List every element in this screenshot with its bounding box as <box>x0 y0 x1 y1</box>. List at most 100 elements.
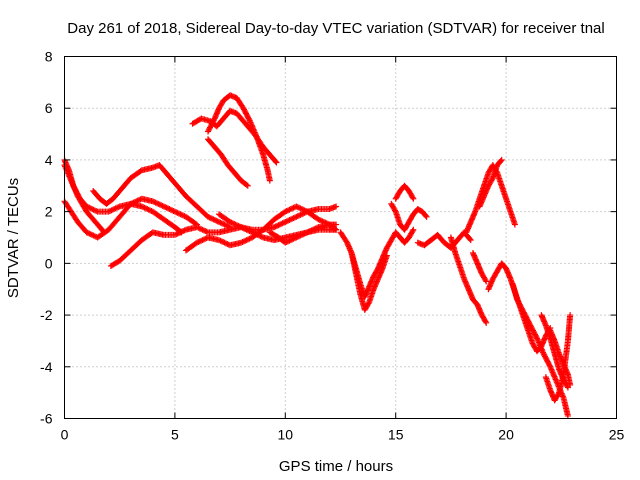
data-point <box>511 221 518 228</box>
data-point <box>333 203 340 210</box>
data-point <box>231 220 238 227</box>
data-point <box>564 383 571 390</box>
data-point <box>151 198 158 205</box>
data-point <box>298 206 305 213</box>
data-point <box>165 205 171 212</box>
data-point <box>100 228 107 235</box>
y-tick-label: 8 <box>45 49 53 65</box>
data-point <box>216 237 223 244</box>
series-arc-13 <box>348 250 390 313</box>
data-point <box>245 227 252 234</box>
data-point <box>297 211 304 218</box>
plot-frame <box>64 56 617 419</box>
series-arc-4 <box>90 162 234 231</box>
data-point <box>283 207 290 214</box>
data-point <box>303 229 309 236</box>
data-point <box>198 237 205 244</box>
data-point <box>272 223 279 230</box>
data-point <box>220 220 227 227</box>
tick-layer: 0 5 10 15 20 25 -6 -4 -2 0 2 4 6 8 <box>40 49 624 443</box>
y-tick-label: -4 <box>40 359 53 375</box>
data-point <box>246 116 253 123</box>
data-point <box>239 239 246 246</box>
data-point <box>280 219 287 226</box>
data-point <box>90 232 97 239</box>
data-point <box>89 231 96 238</box>
data-point <box>271 224 278 231</box>
data-point <box>155 200 162 207</box>
data-point <box>533 334 540 341</box>
data-point <box>105 208 112 215</box>
data-point <box>221 221 228 228</box>
data-point <box>282 208 289 215</box>
data-point <box>138 203 145 210</box>
series-arc-24 <box>542 312 574 404</box>
data-point <box>214 218 221 225</box>
data-point <box>206 214 213 221</box>
data-point <box>152 199 159 206</box>
data-point <box>300 206 307 213</box>
data-point <box>203 228 210 235</box>
data-point <box>245 236 252 243</box>
data-point <box>257 233 264 240</box>
data-point <box>195 239 202 246</box>
data-point <box>296 204 303 211</box>
y-tick-label: 2 <box>45 204 53 220</box>
data-point <box>177 229 184 236</box>
data-point <box>156 201 163 208</box>
data-point <box>180 212 187 219</box>
data-point <box>300 231 307 238</box>
y-tick-label: -2 <box>40 307 53 323</box>
data-point <box>275 222 282 229</box>
data-point <box>222 240 229 247</box>
data-point <box>169 207 176 214</box>
data-point <box>365 300 372 307</box>
data-point <box>250 229 257 236</box>
data-point <box>290 204 297 211</box>
data-point <box>256 232 263 239</box>
data-point <box>86 230 93 237</box>
data-point <box>293 234 300 241</box>
data-point <box>229 220 236 227</box>
data-point <box>285 238 292 245</box>
data-point <box>142 205 149 212</box>
series-arc-18 <box>463 162 518 236</box>
data-point <box>83 229 90 236</box>
data-point <box>200 236 207 243</box>
series-arc-19 <box>476 156 505 210</box>
data-point <box>466 235 473 242</box>
data-point <box>482 318 489 325</box>
data-point <box>483 319 490 326</box>
data-point <box>140 204 147 211</box>
data-point <box>246 235 253 242</box>
data-point <box>199 226 206 233</box>
data-point <box>294 213 301 220</box>
data-point <box>290 215 297 222</box>
data-point <box>221 239 228 246</box>
data-point <box>391 207 398 214</box>
data-point <box>287 237 294 244</box>
data-point <box>266 177 273 184</box>
data-point <box>286 217 293 224</box>
y-tick-label: 4 <box>45 152 53 168</box>
data-point <box>253 231 260 238</box>
data-point <box>240 238 247 245</box>
data-point <box>298 231 305 238</box>
data-point <box>254 231 261 238</box>
data-point <box>290 235 297 242</box>
series-arc-3 <box>61 156 185 236</box>
data-point <box>258 233 265 240</box>
series-arc-20 <box>469 250 490 285</box>
data-point <box>289 215 296 222</box>
data-point <box>235 222 242 229</box>
data-point <box>173 209 180 216</box>
data-point <box>489 176 496 183</box>
data-point <box>247 228 254 235</box>
data-point <box>108 207 115 214</box>
data-point <box>200 227 207 234</box>
data-point <box>286 206 293 213</box>
data-point <box>202 228 209 235</box>
y-axis-label: SDTVAR / TECUs <box>5 178 22 298</box>
data-point <box>293 213 300 220</box>
